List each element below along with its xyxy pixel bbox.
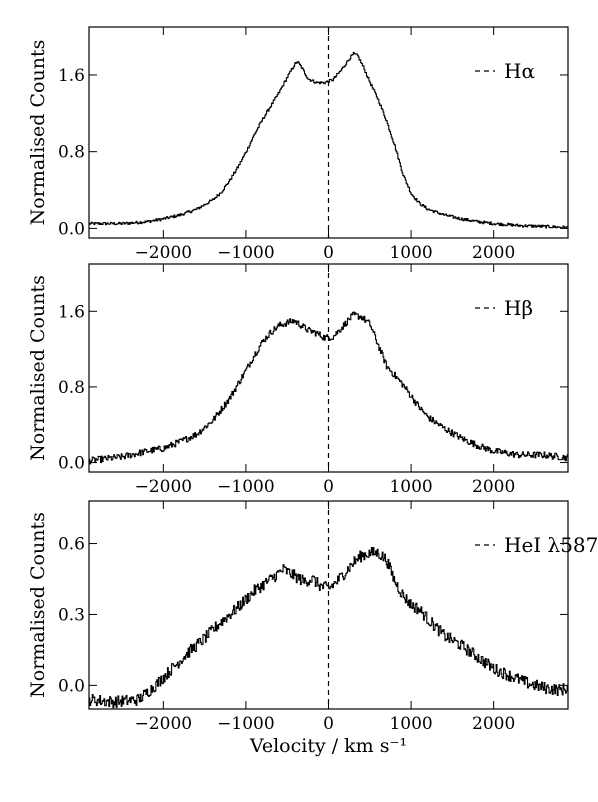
y-tick-label: 1.6 [58,66,85,86]
x-tick-label: 0 [323,477,334,497]
panel-3: −2000 −1000 0 1000 2000 0.0 0.3 0.6 HeI λ5876 Nor… [27,500,598,757]
panel-1: −2000 −1000 0 1000 2000 0.0 0.8 1.6 Hα Normalised… [27,26,569,263]
legend-label: Hβ [504,296,533,320]
spectrum-line [89,51,568,229]
y-tick-label: 0.0 [58,219,85,239]
x-tick-label: 0 [323,243,334,263]
x-tick-label: 1000 [389,243,432,263]
y-tick-label: 0.0 [58,454,85,474]
legend-label: Hα [504,59,535,83]
x-tick-label: −2000 [135,477,193,497]
x-tick-label: 2000 [472,243,515,263]
legend-label: HeI λ5876 [504,533,598,557]
y-tick-label: 0.8 [58,378,85,398]
x-tick-label: −1000 [217,477,275,497]
x-axis-label: Velocity / km s⁻¹ [249,735,407,757]
y-tick-label: 1.6 [58,302,85,322]
x-tick-label: 1000 [389,477,432,497]
x-tick-label: 2000 [472,714,515,734]
x-tick-label: −1000 [217,243,275,263]
y-tick-label: 0.6 [58,535,85,555]
x-tick-label: 0 [323,714,334,734]
y-tick-label: 0.8 [58,143,85,163]
x-tick-label: 2000 [472,477,515,497]
x-tick-label: −2000 [135,714,193,734]
y-axis-label: Normalised Counts [27,40,49,226]
x-tick-label: 1000 [389,714,432,734]
y-axis-label: Normalised Counts [27,275,49,461]
x-tick-label: −2000 [135,243,193,263]
y-tick-label: 0.3 [58,605,85,625]
x-tick-label: −1000 [217,714,275,734]
spectrum-line [89,311,568,465]
plot-frame [88,500,569,710]
plot-frame [88,26,569,239]
spectrum-line [89,547,568,709]
panel-2: −2000 −1000 0 1000 2000 0.0 0.8 1.6 Hβ Normalised… [27,263,569,497]
y-axis-label: Normalised Counts [27,512,49,698]
plot-frame [88,263,569,473]
y-tick-label: 0.0 [58,676,85,696]
